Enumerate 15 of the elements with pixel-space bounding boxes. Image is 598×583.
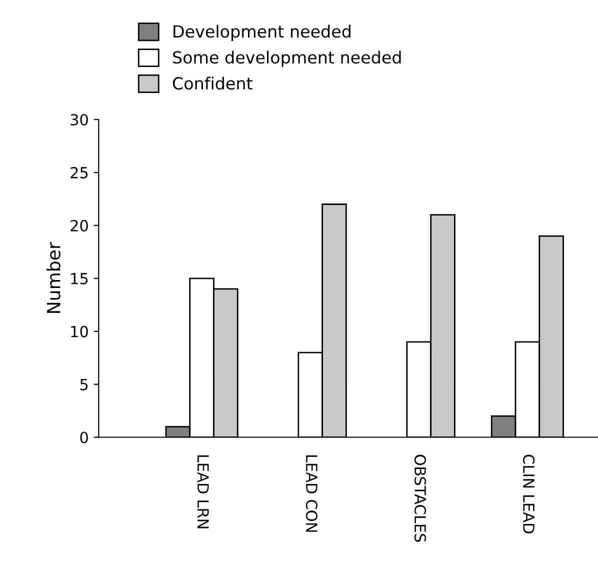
legend-label: Confident — [172, 76, 252, 90]
y-tick-label: 20 — [70, 220, 88, 232]
y-tick-label: 0 — [80, 432, 88, 444]
x-tick-label: LEAD CON — [306, 455, 318, 532]
y-tick-label: 25 — [70, 166, 88, 178]
legend-label: Some development needed — [173, 50, 401, 67]
x-tick-label: CLIN LEAD — [523, 454, 535, 534]
y-tick-label: 10 — [71, 326, 88, 338]
y-tick-label: 15 — [71, 273, 88, 284]
y-axis-title: Number — [46, 242, 60, 313]
x-tick-label: LEAD LRN — [198, 455, 209, 528]
x-tick-label: OBSTACLES — [414, 454, 426, 542]
legend-label: Development needed — [174, 24, 350, 41]
y-tick-label: 5 — [80, 378, 88, 390]
y-tick-label: 30 — [70, 114, 88, 126]
